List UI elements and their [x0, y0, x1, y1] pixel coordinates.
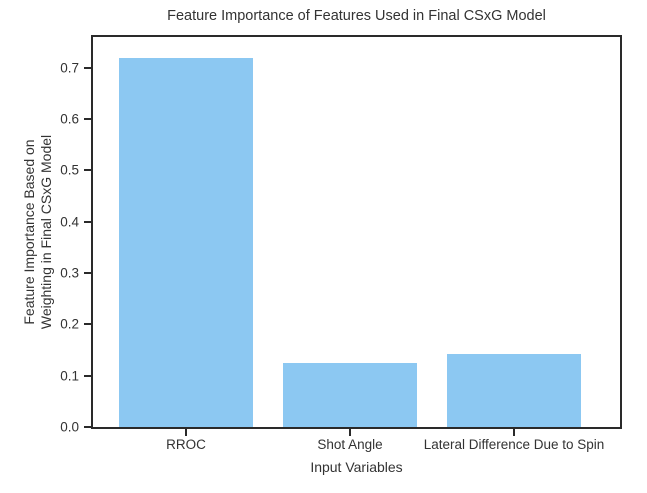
y-tick-mark	[84, 220, 91, 223]
y-tick-label: 0.3	[60, 265, 79, 281]
x-tick-mark	[349, 429, 351, 436]
y-tick-label: 0.5	[60, 162, 79, 178]
y-tick-mark	[84, 374, 91, 377]
y-tick-mark	[84, 66, 91, 69]
y-tick-mark	[84, 323, 91, 326]
y-tick-mark	[84, 118, 91, 121]
y-axis-label: Feature Importance Based on Weighting in…	[21, 135, 55, 329]
bar-lateral-difference-due-to-spin	[447, 353, 581, 427]
x-tick-label-lateral-difference-due-to-spin: Lateral Difference Due to Spin	[423, 437, 605, 452]
y-tick-label: 0.1	[60, 368, 79, 384]
y-tick-label: 0.6	[60, 111, 79, 127]
y-tick-label: 0.4	[60, 214, 79, 230]
y-axis-label-line1: Feature Importance Based on	[21, 139, 38, 325]
x-tick-mark	[513, 429, 515, 436]
x-tick-label-shot-angle: Shot Angle	[317, 437, 383, 452]
y-tick-mark	[84, 426, 91, 428]
y-tick-label: 0.7	[60, 60, 79, 76]
y-tick-mark	[84, 169, 91, 172]
y-tick-label: 0.2	[60, 316, 79, 332]
plot-area: 0.0 0.1 0.2 0.3 0.4 0.5 0.6 0.7 RROC Shot Angle La…	[60, 35, 622, 452]
y-axis-label-line2: Weighting in Final CSxG Model	[38, 134, 54, 330]
bar-rroc	[119, 57, 253, 427]
chart-title: Feature Importance of Features Used in F…	[167, 8, 546, 24]
x-tick-label-rroc: RROC	[166, 437, 206, 452]
bar-shot-angle	[283, 362, 417, 427]
x-tick-mark	[185, 429, 187, 436]
y-tick-label: 0.0	[60, 419, 79, 435]
x-axis-label: Input Variables	[310, 459, 403, 475]
y-tick-mark	[84, 272, 91, 275]
